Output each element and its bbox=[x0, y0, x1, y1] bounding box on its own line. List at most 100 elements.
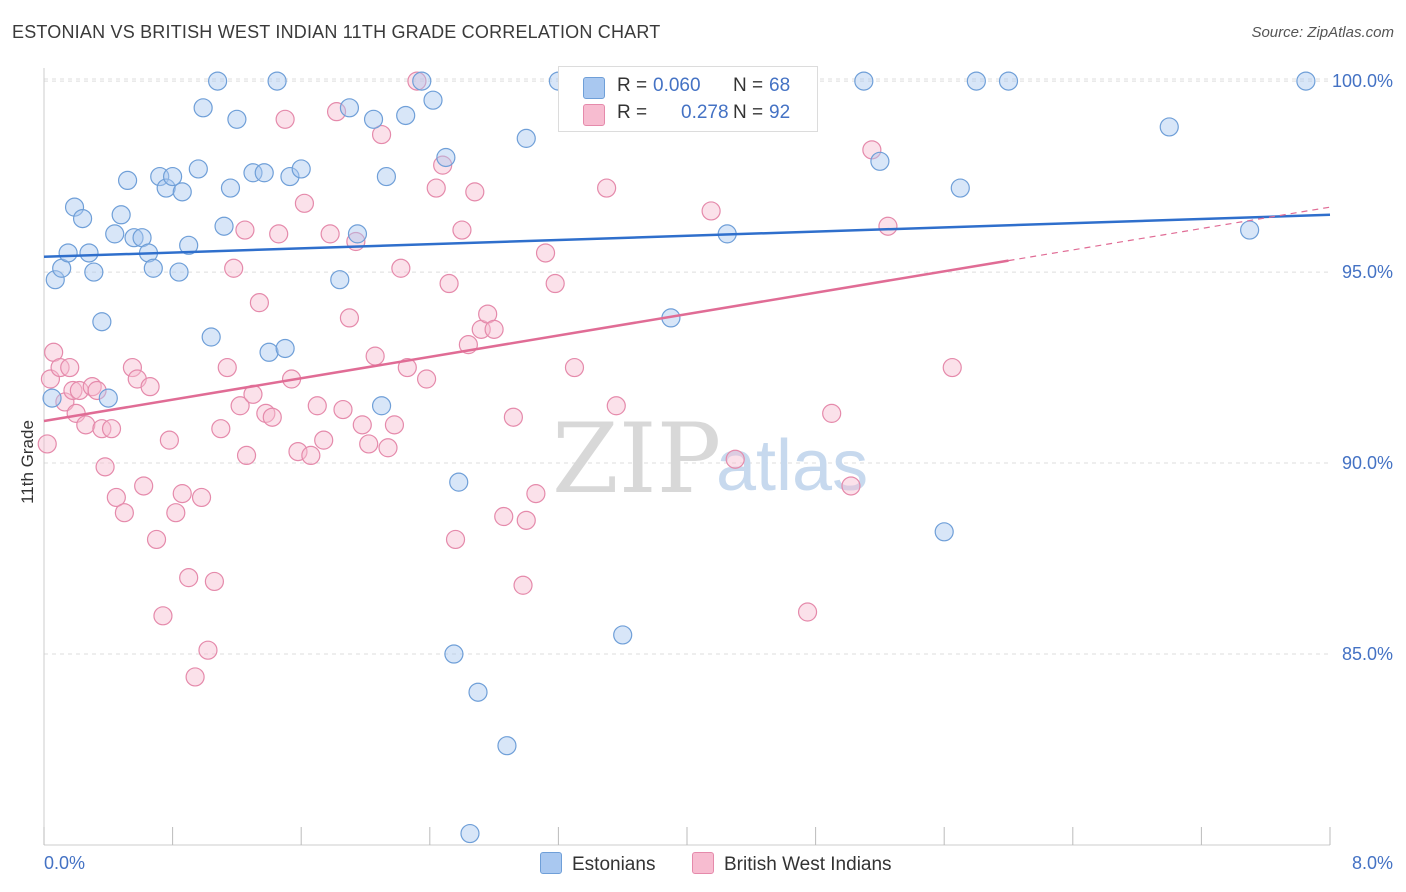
bwi-point bbox=[535, 243, 556, 263]
estonian-point bbox=[58, 243, 78, 263]
bwi-point bbox=[942, 357, 962, 378]
bwi-point bbox=[503, 407, 523, 427]
estonian-point bbox=[105, 224, 125, 244]
bwi-point bbox=[211, 419, 231, 439]
estonian-point bbox=[208, 71, 228, 91]
y-tick-label: 95.0% bbox=[1342, 262, 1393, 282]
bwi-point bbox=[95, 457, 115, 477]
bwi-point bbox=[339, 308, 360, 328]
legend-r-value: 0.060 bbox=[653, 75, 701, 96]
estonian-point bbox=[339, 98, 360, 118]
estonian-point bbox=[870, 151, 890, 171]
estonian-point bbox=[188, 159, 208, 179]
bwi-point bbox=[249, 293, 270, 313]
estonian-point bbox=[966, 71, 986, 91]
bwi-point bbox=[101, 419, 122, 439]
bwi-point bbox=[230, 396, 250, 416]
bwi-point bbox=[841, 476, 861, 496]
estonian-trend-line bbox=[43, 213, 1331, 259]
bwi-point bbox=[50, 357, 70, 378]
bwi-point bbox=[179, 568, 199, 588]
bwi-point bbox=[235, 220, 255, 240]
estonian-point bbox=[516, 128, 536, 148]
bwi-point bbox=[862, 140, 882, 160]
bwi-point bbox=[725, 449, 745, 469]
estonian-point bbox=[72, 209, 93, 229]
estonian-point bbox=[1159, 117, 1179, 137]
estonian-point bbox=[117, 170, 138, 191]
legend-r-label: R = bbox=[617, 102, 648, 123]
bwi-point bbox=[494, 506, 514, 527]
estonian-point bbox=[934, 522, 954, 542]
bwi-point bbox=[134, 476, 154, 496]
bwi-legend-label: British West Indians bbox=[724, 854, 892, 875]
estonians-swatch bbox=[583, 77, 605, 99]
estonian-point bbox=[1240, 220, 1260, 240]
estonian-point bbox=[371, 396, 392, 416]
estonian-point bbox=[243, 163, 263, 183]
bwi-point bbox=[326, 102, 347, 122]
estonian-point bbox=[291, 159, 311, 179]
bwi-point bbox=[217, 357, 237, 378]
estonian-point bbox=[42, 388, 62, 408]
bwi-point bbox=[191, 487, 212, 508]
bwi-point bbox=[426, 178, 446, 198]
bwi-point bbox=[416, 369, 437, 389]
bwi-point bbox=[87, 380, 107, 401]
bwi-point bbox=[516, 510, 536, 530]
estonian-point bbox=[412, 71, 432, 91]
bwi-point bbox=[307, 396, 327, 416]
estonian-point bbox=[84, 262, 104, 282]
bwi-point bbox=[262, 407, 282, 427]
bwi-point bbox=[384, 415, 405, 435]
bwi-legend-swatch bbox=[692, 852, 714, 874]
estonian-point bbox=[124, 228, 144, 248]
bwi-point bbox=[288, 441, 308, 462]
y-tick-label: 90.0% bbox=[1342, 453, 1393, 473]
estonian-point bbox=[111, 205, 131, 225]
bwi-point bbox=[333, 399, 353, 420]
legend-n-value: 68 bbox=[769, 75, 791, 96]
bwi-point bbox=[407, 71, 427, 91]
bwi-point bbox=[185, 667, 205, 687]
estonian-point bbox=[79, 243, 99, 263]
estonian-point bbox=[193, 98, 213, 118]
estonians-legend-swatch bbox=[540, 852, 562, 874]
bwi-point bbox=[378, 438, 398, 458]
bwi-point bbox=[269, 224, 289, 244]
bwi-point bbox=[606, 396, 626, 416]
bwi-swatch bbox=[583, 104, 605, 126]
estonian-point bbox=[179, 235, 199, 255]
estonian-point bbox=[267, 71, 287, 91]
bwi-point bbox=[301, 445, 321, 466]
tick-labels: 85.0% 90.0% 95.0% 100.0% 0.0% 8.0% bbox=[44, 71, 1393, 873]
bwi-point bbox=[701, 201, 721, 221]
bwi-point bbox=[314, 430, 334, 450]
chart-title: ESTONIAN VS BRITISH WEST INDIAN 11TH GRA… bbox=[12, 22, 661, 42]
bwi-point bbox=[146, 529, 167, 550]
bwi-point bbox=[166, 503, 186, 523]
bwi-point bbox=[122, 357, 143, 378]
estonian-point bbox=[201, 327, 221, 347]
estonian-point bbox=[64, 197, 85, 217]
estonian-point bbox=[92, 312, 112, 332]
bwi-point bbox=[320, 224, 340, 244]
bwi-point bbox=[172, 484, 192, 504]
bwi-point bbox=[114, 503, 134, 523]
x-tick-label: 8.0% bbox=[1352, 853, 1393, 873]
axes bbox=[43, 68, 1331, 846]
bwi-point bbox=[445, 529, 466, 550]
bwi-point bbox=[484, 319, 504, 339]
bwi-point bbox=[140, 377, 160, 397]
bottom-legend-bwi: British West Indians bbox=[692, 852, 892, 876]
bwi-point bbox=[224, 258, 244, 278]
estonian-point bbox=[613, 625, 633, 645]
estonians-legend-label: Estonians bbox=[572, 854, 656, 875]
estonian-point bbox=[214, 216, 234, 236]
estonian-points bbox=[42, 71, 1316, 844]
bwi-point bbox=[159, 430, 179, 450]
bwi-point bbox=[526, 484, 546, 504]
stats-legend: R = 0.060 N = 68 R = 0.278 N = 92 bbox=[558, 66, 818, 132]
estonian-point bbox=[172, 182, 192, 202]
